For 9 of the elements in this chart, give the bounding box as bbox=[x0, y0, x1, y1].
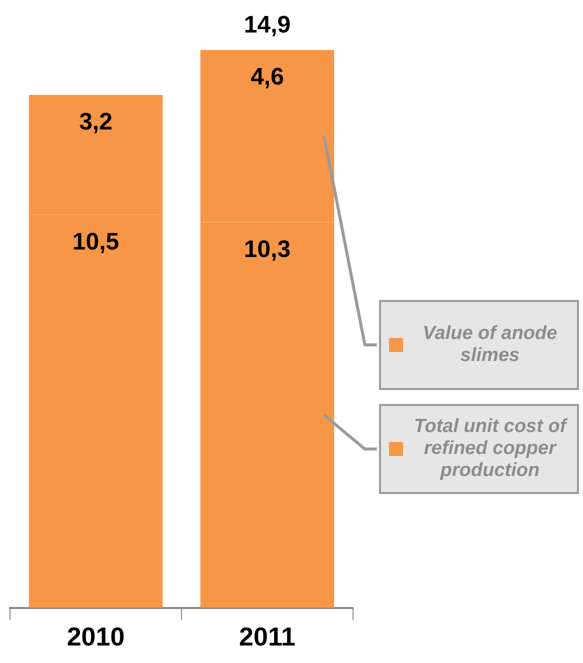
data-label: 4,6 bbox=[250, 64, 284, 91]
x-tick-label: 2010 bbox=[66, 622, 125, 652]
data-label: 3,2 bbox=[79, 108, 112, 136]
legend-label: Value of anode slimes bbox=[422, 323, 558, 367]
x-tick-label: 2011 bbox=[239, 622, 296, 652]
legend-label: Total unit cost of refined copper production bbox=[412, 416, 569, 482]
total-label: 14,9 bbox=[244, 12, 291, 39]
data-label: 10,5 bbox=[72, 228, 120, 256]
data-label: 10,3 bbox=[244, 236, 291, 263]
